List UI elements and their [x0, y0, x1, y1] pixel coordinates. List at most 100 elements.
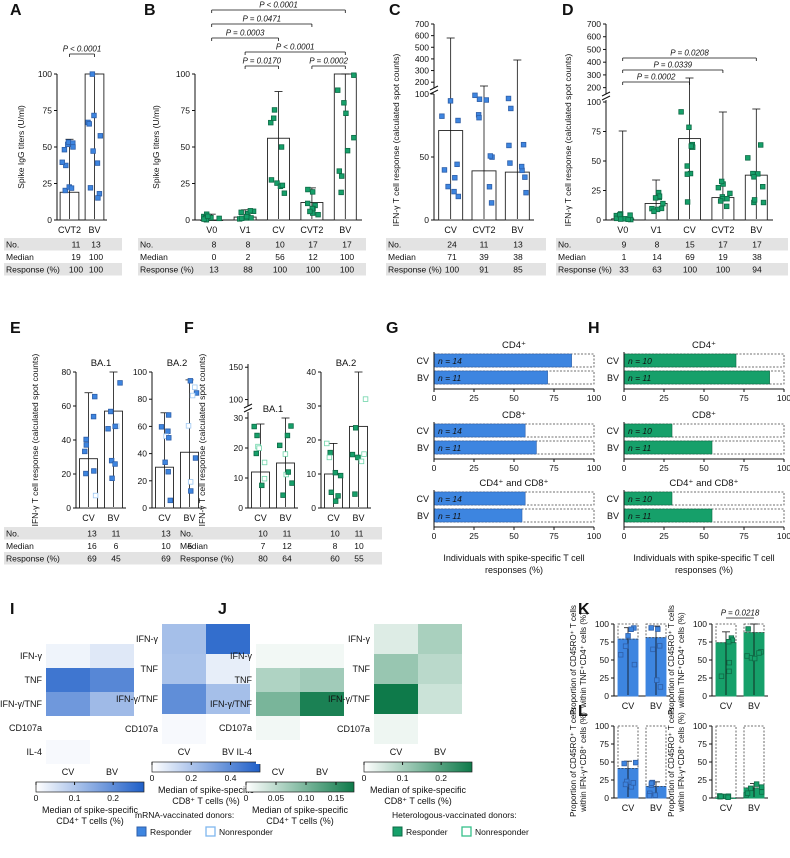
panel-C-ytick-upper-label: 600	[415, 31, 429, 41]
panel-D-table-cell: 94	[752, 265, 762, 275]
panel-L-ylabel-line-0-0: Proportion of CD45RO⁺ T cells	[569, 707, 578, 817]
panel-D-pvalue-0: P = 0.0002	[637, 73, 676, 82]
panel-label-J: J	[218, 601, 227, 618]
panel-I-colorbar-label-line-0-0: Median of spike-specific	[42, 805, 139, 815]
panel-B-ytick-label: 75	[181, 106, 191, 116]
panel-J-col-label-1-0: CV	[390, 747, 403, 757]
panel-F-table-cell: 12	[282, 541, 292, 551]
panel-J-cell-1-0-0	[374, 624, 418, 654]
panel-F-0-point	[261, 475, 268, 482]
panel-B-ytick-label: 100	[176, 69, 190, 79]
panel-B-table-cell: 10	[275, 240, 285, 250]
panel-C-point	[508, 105, 514, 112]
panel-B-table-row-bg	[138, 238, 366, 251]
panel-F-0-point	[256, 445, 262, 451]
legend-mrna-responder-label: Responder	[150, 827, 192, 837]
panel-B-table-row-label: Response (%)	[140, 265, 194, 275]
panel-E-1-point	[167, 497, 173, 504]
panel-G-xtick-label: 25	[469, 393, 479, 403]
panel-J-cell-0-2-1	[300, 692, 344, 716]
panel-D-pvalue-1: P = 0.0339	[653, 61, 692, 70]
panel-I-colorbar-label-line-1-0: CD4⁺ T cells (%)	[56, 816, 123, 826]
panel-B-point	[268, 119, 274, 126]
panel-label-K: K	[578, 601, 590, 618]
panel-J-cell-0-0-0	[256, 644, 300, 668]
panel-E-0-point	[92, 393, 98, 400]
panel-F-0-point	[285, 469, 291, 475]
panel-I-cell-1-2-1	[206, 684, 250, 714]
panel-C-table-cell: 11	[480, 240, 489, 250]
panel-K-0-point	[655, 626, 661, 632]
panel-G-xtick-label: 0	[432, 393, 437, 403]
panel-label-D: D	[562, 2, 574, 19]
panel-B-point	[201, 216, 207, 222]
panel-C-xtick-label-2: BV	[511, 225, 523, 235]
panel-L-ylabel-line-1-0: within IFN-γ⁺CD8⁺ cells (%)	[579, 712, 588, 813]
panel-J-cell-0-0-1	[300, 644, 344, 668]
legend-hetero-nonresponder-label: Nonresponder	[475, 827, 529, 837]
panel-C-table-cell: 100	[445, 265, 459, 275]
panel-G-xtick-label: 100	[587, 393, 601, 403]
panel-I-cell-0-3-0	[46, 716, 90, 740]
panel-E-1-point	[162, 459, 168, 465]
panel-E-1-point	[165, 412, 172, 418]
panel-J-colorbar-tick-label: 0	[362, 773, 367, 783]
panel-J-cell-1-1-1	[418, 654, 462, 684]
panel-E-0-ytick-label: 20	[62, 469, 72, 479]
panel-B-table-cell: 8	[246, 240, 251, 250]
panel-B-table-cell: 2	[246, 252, 251, 262]
panel-I-col-label-0-0: CV	[62, 767, 75, 777]
panel-F-ylabel: IFN-γ T cell response (calculated spot c…	[197, 353, 207, 526]
panel-J-colorbar-label-line-0-0: Median of spike-specific	[252, 805, 349, 815]
panel-K-1-ytick-label: 100	[693, 619, 707, 629]
panel-K-1-point	[756, 650, 762, 656]
panel-J-row-label-1-1: TNF	[353, 664, 371, 674]
panel-L-1-point	[747, 785, 754, 792]
panel-L-0-ytick-label: 50	[600, 757, 610, 767]
panel-A-point	[62, 187, 68, 194]
panel-B-ylabel: Spike IgG titers (U/ml)	[151, 105, 161, 189]
panel-J-cell-0-4-0	[256, 740, 300, 764]
panel-G-xtick-label: 50	[509, 531, 519, 541]
panel-B-point	[305, 186, 311, 193]
panel-D-table-cell: 100	[716, 265, 730, 275]
panel-L-0-ytick-label: 0	[604, 793, 609, 803]
panel-B-point	[344, 147, 351, 154]
panel-G-category-1-1: BV	[417, 443, 429, 453]
panel-A-ylabel: Spike IgG titers (U/ml)	[16, 105, 26, 189]
panel-E-table-row-label: Median	[6, 541, 34, 551]
panel-I-cell-0-3-1	[90, 716, 134, 740]
panel-C-ytick-upper-label: 400	[415, 54, 429, 64]
panel-J-row-label-0-3: CD107a	[219, 723, 252, 733]
panel-A-ytick-label: 0	[47, 215, 52, 225]
panel-B-table-row-label: Median	[140, 252, 168, 262]
panel-K-1-xtick-label-1: BV	[748, 701, 760, 711]
panel-E-table-cell: 5	[188, 541, 193, 551]
panel-L-1-xtick-label-0: CV	[720, 803, 733, 813]
panel-C-ytick-label: 0	[424, 215, 429, 225]
panel-C-point	[488, 200, 495, 206]
panel-E-1-ytick-label: 40	[138, 449, 148, 459]
panel-L-1-point	[725, 794, 731, 800]
panel-G-bar-label-2-0: n = 14	[438, 494, 462, 504]
panel-D-ytick-upper-label: 400	[587, 57, 601, 67]
panel-I-col-label-1-0: CV	[178, 747, 191, 757]
panel-I-cell-0-4-0	[46, 740, 90, 764]
legend: mRNA-vaccinated donors: Responder Nonres…	[135, 810, 529, 837]
panel-label-G: G	[386, 320, 398, 337]
panel-I-colorbar-0	[35, 781, 145, 793]
panel-L-1-xtick-label-1: BV	[748, 803, 760, 813]
panel-E-0-point	[90, 413, 97, 420]
panel-F-0-point	[288, 423, 294, 429]
panel-D-point	[760, 184, 766, 190]
panel-G-category-2-1: BV	[417, 511, 429, 521]
panel-J-cell-1-1-0	[374, 654, 418, 684]
panel-H-category-2-0: CV	[606, 494, 619, 504]
panel-H-xtick-label: 75	[739, 531, 749, 541]
panel-C-point	[454, 161, 460, 168]
panel-C-xtick-label-1: CVT2	[472, 225, 495, 235]
panel-C-ytick-label: 50	[420, 152, 430, 162]
panel-C-table-cell: 39	[479, 252, 489, 262]
panel-F-1-point	[352, 425, 359, 431]
panel-E-0-point	[109, 475, 115, 482]
